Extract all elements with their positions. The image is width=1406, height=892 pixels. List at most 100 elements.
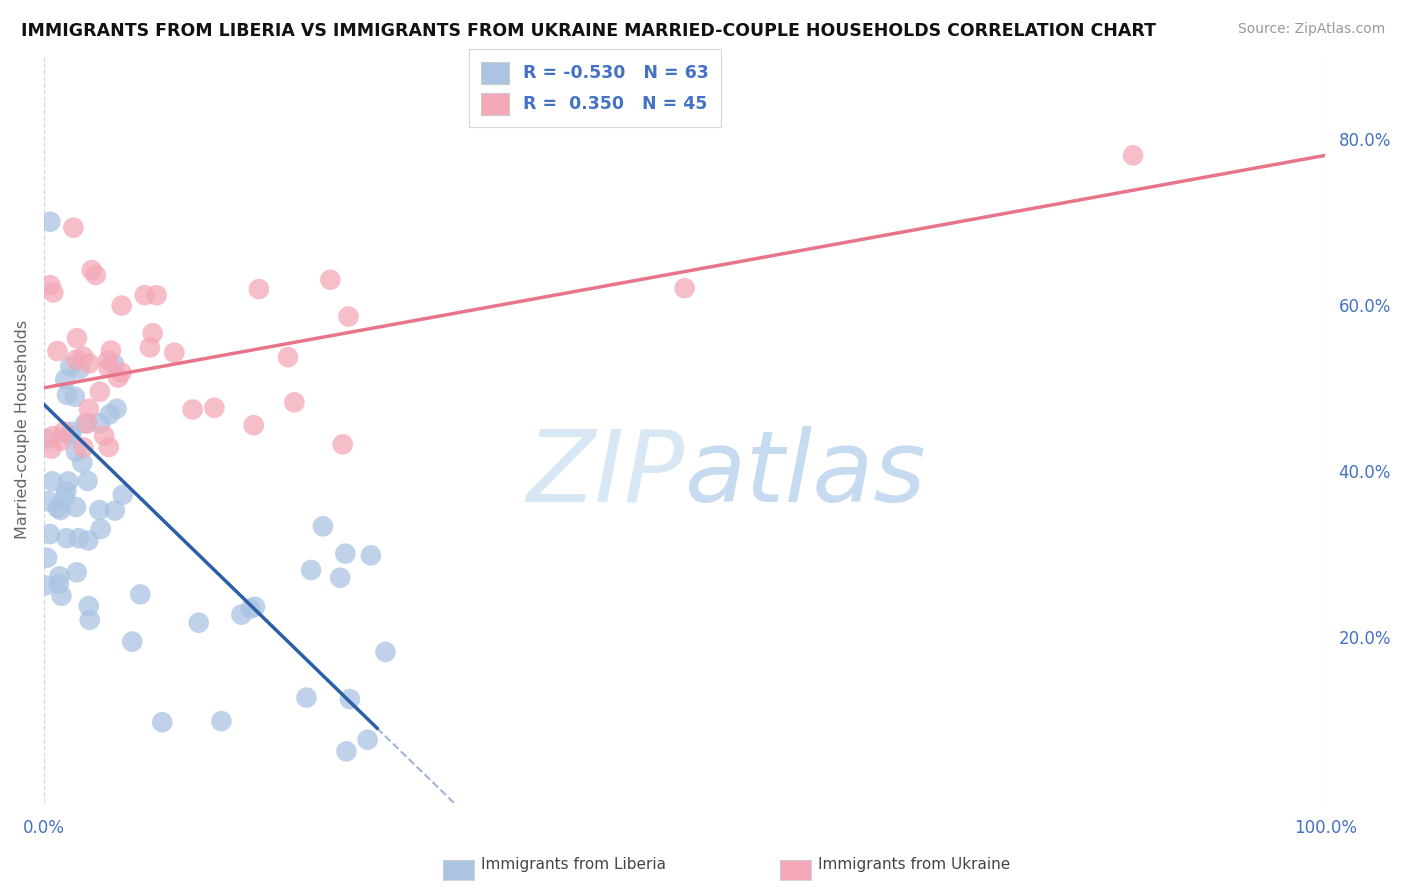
Point [374, 645, 396, 659]
Point [46, 501, 69, 516]
Point [62, 220, 84, 235]
Point [34, 432, 56, 446]
Point [163, 345, 186, 359]
Y-axis label: Married-couple Households: Married-couple Households [15, 319, 30, 539]
Point [1122, 148, 1144, 162]
Point [42, 429, 65, 443]
Point [89, 416, 111, 430]
Point [103, 357, 125, 371]
Point [58, 475, 80, 489]
Text: IMMIGRANTS FROM LIBERIA VS IMMIGRANTS FROM UKRAINE MARRIED-COUPLE HOUSEHOLDS COR: IMMIGRANTS FROM LIBERIA VS IMMIGRANTS FR… [21, 22, 1156, 40]
Text: ZIP: ZIP [526, 425, 685, 523]
Point [139, 340, 162, 354]
Point [39, 278, 62, 293]
Point [295, 690, 318, 705]
Point [72, 441, 94, 455]
Point [48, 569, 70, 583]
Point [39, 215, 62, 229]
Point [77, 401, 100, 416]
Point [35, 550, 58, 565]
Point [97, 353, 120, 368]
Text: Immigrants from Liberia: Immigrants from Liberia [481, 857, 666, 872]
Point [79, 613, 101, 627]
Point [247, 282, 270, 296]
Point [60, 425, 83, 439]
Point [145, 288, 167, 302]
Point [46, 344, 69, 359]
Point [129, 587, 152, 601]
Point [339, 692, 361, 706]
Point [49, 503, 72, 517]
Point [41, 442, 63, 456]
Point [312, 519, 335, 533]
Legend: R = -0.530   N = 63, R =  0.350   N = 45: R = -0.530 N = 63, R = 0.350 N = 45 [470, 49, 721, 127]
Point [181, 402, 204, 417]
Point [243, 599, 266, 614]
Point [39, 527, 62, 541]
Point [65, 352, 87, 367]
Point [53, 425, 76, 439]
Point [100, 343, 122, 358]
Point [283, 395, 305, 409]
Point [335, 547, 357, 561]
Point [329, 571, 352, 585]
Point [202, 401, 225, 415]
Point [110, 366, 132, 380]
Point [53, 372, 76, 386]
Point [75, 417, 97, 431]
Point [209, 714, 232, 729]
Point [97, 360, 120, 375]
Point [337, 310, 360, 324]
Point [76, 417, 98, 431]
Point [319, 273, 342, 287]
Point [97, 440, 120, 454]
Point [150, 715, 173, 730]
Point [76, 474, 98, 488]
Point [356, 732, 378, 747]
Point [77, 599, 100, 614]
Point [80, 263, 103, 277]
Point [111, 299, 134, 313]
Point [51, 589, 73, 603]
Point [121, 634, 143, 648]
Point [77, 356, 100, 370]
Point [65, 500, 87, 514]
Point [55, 531, 77, 545]
Point [34, 578, 56, 592]
Point [55, 484, 77, 499]
Point [299, 563, 322, 577]
Point [277, 350, 299, 364]
Point [90, 522, 112, 536]
Point [56, 388, 79, 402]
Point [66, 331, 89, 345]
Point [242, 418, 264, 433]
Point [239, 601, 262, 615]
Point [187, 615, 209, 630]
Point [72, 456, 94, 470]
Text: Immigrants from Ukraine: Immigrants from Ukraine [818, 857, 1011, 872]
Point [89, 384, 111, 399]
Point [332, 437, 354, 451]
Point [93, 428, 115, 442]
Point [111, 488, 134, 502]
Point [72, 350, 94, 364]
Point [77, 533, 100, 548]
Point [89, 503, 111, 517]
Point [65, 444, 87, 458]
Text: atlas: atlas [685, 425, 927, 523]
Point [360, 549, 382, 563]
Point [41, 475, 63, 489]
Point [107, 370, 129, 384]
Point [59, 359, 82, 374]
Point [84, 268, 107, 282]
Point [104, 503, 127, 517]
Point [673, 281, 696, 295]
Point [105, 401, 128, 416]
Point [142, 326, 165, 341]
Point [49, 434, 72, 448]
Point [98, 408, 121, 422]
Text: Source: ZipAtlas.com: Source: ZipAtlas.com [1237, 22, 1385, 37]
Point [53, 490, 76, 504]
Point [231, 607, 253, 622]
Point [48, 577, 70, 591]
